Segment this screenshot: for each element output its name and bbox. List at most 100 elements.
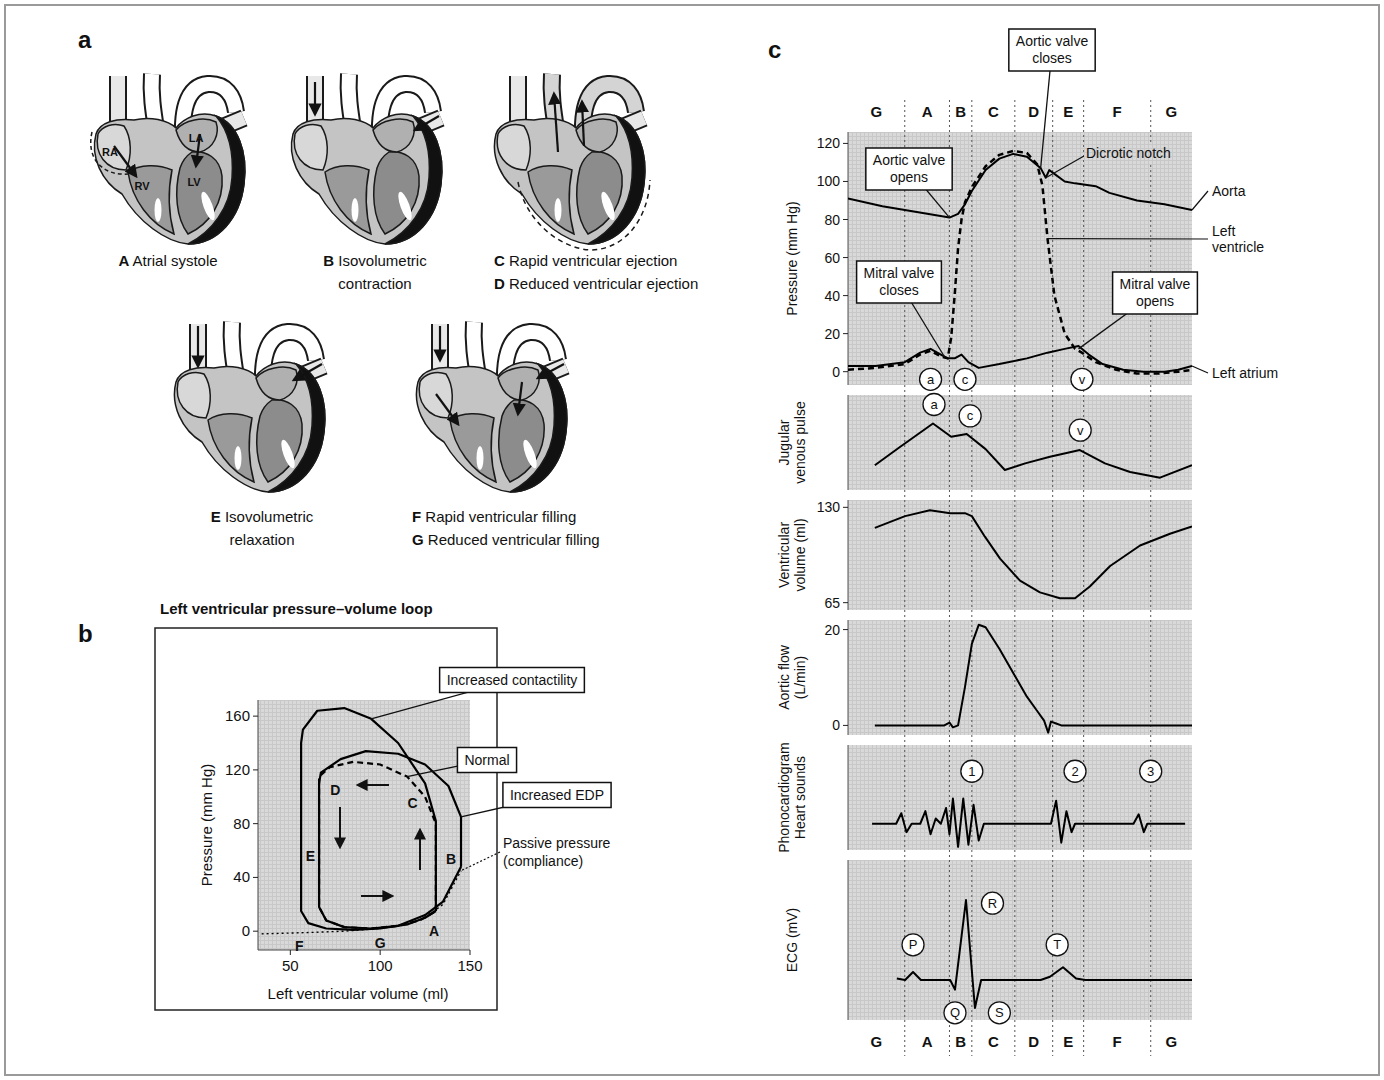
phase-boundary <box>949 100 950 1056</box>
caption-letter: C <box>494 252 505 269</box>
callout-box <box>866 148 952 190</box>
heart-part <box>294 124 327 170</box>
phase-label: E <box>1063 1033 1073 1050</box>
caption: C Rapid ventricular ejection <box>494 252 677 269</box>
tick <box>843 371 848 372</box>
figure-frame <box>5 5 1379 1075</box>
caption: relaxation <box>229 531 294 548</box>
callout-text: opens <box>1136 293 1174 309</box>
chamber-label: LV <box>187 176 201 188</box>
wave-label: v <box>1079 372 1086 387</box>
caption: A Atrial systole <box>118 252 217 269</box>
series-label: ventricle <box>1212 239 1264 255</box>
axis-title: Pressure (mm Hg) <box>784 201 800 315</box>
tick <box>843 725 848 726</box>
heart-illustration <box>494 74 650 250</box>
tick-label: 80 <box>824 212 840 228</box>
wave-label: P <box>909 937 918 952</box>
phase-label: A <box>922 1033 933 1050</box>
axis-title: Phonocardiogram <box>776 742 792 853</box>
wave-label-circle <box>1140 760 1162 782</box>
point-label: D <box>330 782 340 798</box>
tick <box>470 950 471 955</box>
tick-label: 0 <box>832 364 840 380</box>
axis-title: Jugular <box>776 419 792 465</box>
direction-arrow <box>361 895 392 897</box>
wave-label-circle <box>920 368 942 390</box>
point-label: G <box>375 935 386 951</box>
wave-label-circle <box>923 394 945 416</box>
plot-area <box>848 620 1192 735</box>
leader-line <box>461 852 500 871</box>
tick-label: 130 <box>817 499 841 515</box>
heart-part <box>257 400 302 482</box>
highlight <box>235 446 242 470</box>
heart-part <box>416 362 566 492</box>
series-line <box>875 510 1192 598</box>
callout-box <box>457 748 516 773</box>
axis-line <box>848 620 849 735</box>
callout-box <box>503 783 611 808</box>
wave-label-circle <box>961 760 983 782</box>
wave-label-circle <box>902 934 924 956</box>
phase-label: C <box>988 1033 999 1050</box>
phase-boundary <box>1052 100 1053 1056</box>
flow-arrow <box>582 102 584 146</box>
series-line <box>897 900 1192 1008</box>
phase-label: F <box>1113 103 1122 120</box>
caption-letter: E <box>211 508 221 525</box>
flow-arrow <box>314 82 316 114</box>
heart-part <box>499 400 544 482</box>
heart-part <box>91 132 128 174</box>
direction-arrow <box>358 784 389 786</box>
callout-text: Mitral valve <box>864 265 935 281</box>
phase-label: B <box>955 103 966 120</box>
heart-part <box>208 414 254 482</box>
plot-area <box>848 860 1192 1020</box>
caption: F Rapid ventricular filling <box>412 508 576 525</box>
flow-arrow <box>439 326 441 360</box>
wave-label: v <box>1077 423 1084 438</box>
phase-label: B <box>955 1033 966 1050</box>
heart-part <box>498 367 539 400</box>
wave-label: 1 <box>968 764 975 779</box>
phase-label: D <box>1028 1033 1039 1050</box>
wave-label: a <box>930 397 938 412</box>
tick-label: 20 <box>824 326 840 342</box>
caption: G Reduced ventricular filling <box>412 531 600 548</box>
point-label: A <box>429 923 439 939</box>
highlight <box>555 198 562 222</box>
highlight <box>352 198 359 222</box>
caption: E Isovolumetric <box>211 508 314 525</box>
phase-label: F <box>1113 1033 1122 1050</box>
heart-illustration <box>291 74 441 244</box>
direction-arrow <box>339 807 341 847</box>
wave-label: S <box>995 1005 1004 1020</box>
caption-text: Reduced ventricular filling <box>424 531 600 548</box>
axis-title: Pressure (mm Hg) <box>198 764 215 887</box>
plot-area <box>848 500 1192 610</box>
tick <box>843 507 848 508</box>
flow-arrow <box>554 94 558 152</box>
heart-illustration <box>416 322 566 492</box>
tick <box>290 950 291 955</box>
highlight <box>477 446 484 470</box>
tick <box>843 295 848 296</box>
axis-title: Ventricular <box>776 522 792 588</box>
phase-label: D <box>1028 103 1039 120</box>
callout-box <box>857 261 942 303</box>
heart-part <box>497 124 530 170</box>
tick-label: 60 <box>824 250 840 266</box>
tick-label: 120 <box>817 135 841 151</box>
wave-label: R <box>988 896 997 911</box>
caption-letter: A <box>118 252 129 269</box>
tick <box>253 931 258 932</box>
leader-line <box>1046 156 1084 178</box>
callout-text: closes <box>1032 50 1072 66</box>
heart-part <box>518 180 650 250</box>
label-patch <box>1084 144 1174 162</box>
callout-text: Increased contactility <box>447 672 578 688</box>
wave-label-circle <box>959 405 981 427</box>
heart-part <box>528 166 574 234</box>
heart-part <box>374 152 419 234</box>
